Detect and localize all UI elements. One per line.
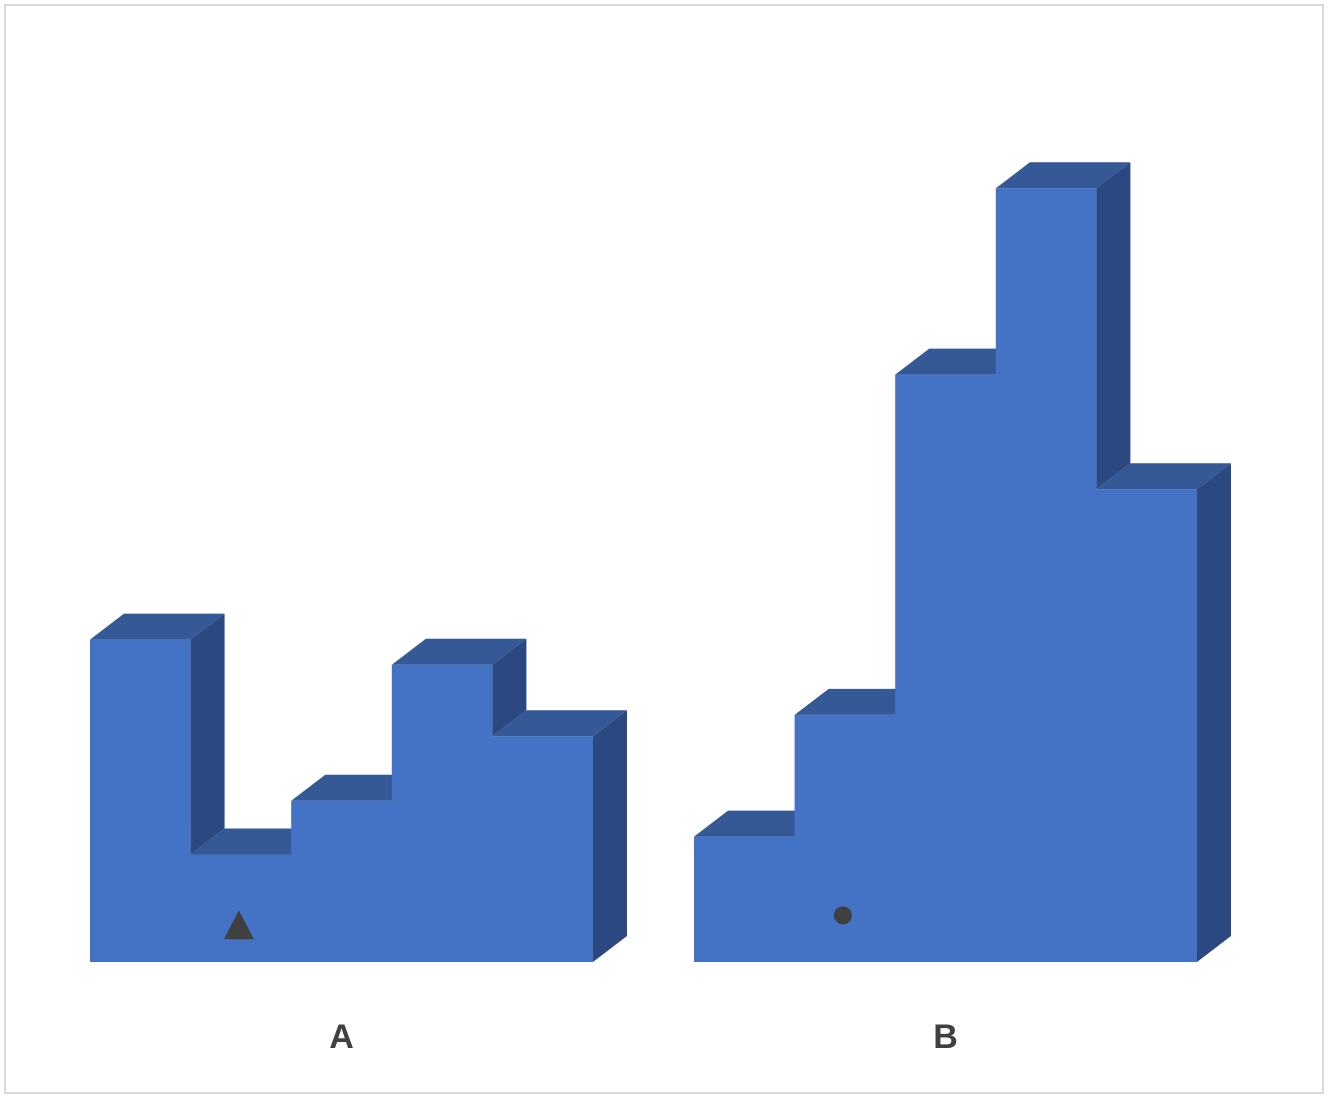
step-front-a (90, 639, 593, 962)
step-side-a-5 (593, 710, 627, 962)
step-top-b-5 (1096, 463, 1231, 490)
bar-b-1 (694, 837, 795, 962)
bar-a-4 (392, 665, 493, 962)
step-top-b-4 (995, 162, 1131, 189)
triangle-marker (223, 910, 254, 940)
step-side-b-5 (1197, 463, 1231, 962)
step-side-a-4 (492, 638, 527, 737)
bar-b-2 (795, 715, 896, 962)
group-a (90, 613, 627, 963)
step-side-a-1 (190, 613, 225, 855)
bar-a-1 (90, 640, 191, 962)
bar-a-3 (291, 801, 392, 962)
bar-a-2 (191, 855, 292, 963)
bar-b-3 (895, 375, 996, 962)
step-top-a-1 (90, 613, 225, 640)
circle-marker (833, 906, 852, 925)
bar-b-5 (1096, 489, 1197, 962)
step-side-b-4 (1096, 162, 1131, 490)
bar-a-5 (492, 736, 593, 962)
bar-b-4 (996, 188, 1097, 962)
step-front-b (694, 188, 1197, 963)
category-label-b: B (933, 1018, 958, 1056)
step-top-a-5 (492, 710, 627, 737)
category-label-a: A (329, 1018, 354, 1056)
group-b (694, 162, 1231, 963)
step-top-a-4 (391, 638, 527, 665)
